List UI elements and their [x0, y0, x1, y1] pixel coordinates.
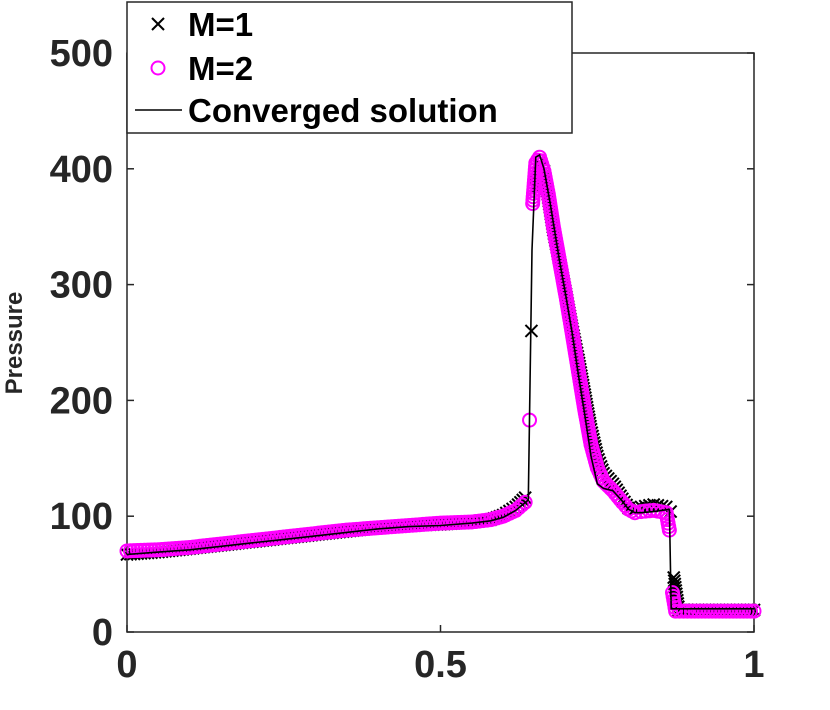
legend-label: M=2 — [188, 50, 253, 87]
converged-solution-line — [126, 153, 754, 610]
legend-box — [126, 1, 573, 134]
y-tick-label: 400 — [50, 149, 113, 191]
data-point — [675, 603, 691, 619]
y-tick-label: 100 — [50, 496, 113, 538]
y-tick-label: 300 — [50, 265, 113, 307]
legend-marker-swatch — [151, 17, 165, 31]
series-layer — [119, 149, 762, 619]
legend: M=1 M=2 Converged solution — [126, 1, 573, 134]
legend-item: M=1 — [151, 6, 253, 43]
data-point — [517, 494, 533, 510]
data-point — [514, 497, 530, 513]
legend-marker-swatch — [150, 60, 166, 76]
data-point — [746, 603, 762, 619]
legend-label: Converged solution — [188, 92, 498, 129]
axis-ticks: 0 0.5 1 0 100 200 300 400 500 — [50, 33, 765, 686]
legend-item: M=2 — [150, 50, 253, 87]
legend-label: M=1 — [188, 6, 253, 43]
series-converged-line — [126, 153, 754, 610]
legend-item: Converged solution — [135, 92, 498, 129]
x-tick-label: 1 — [743, 644, 764, 686]
data-point — [672, 603, 688, 619]
x-tick-label: 0 — [116, 644, 137, 686]
x-tick-label: 0.5 — [414, 644, 467, 686]
y-tick-label: 500 — [50, 33, 113, 75]
data-point — [668, 603, 684, 619]
y-tick-label: 200 — [50, 380, 113, 422]
data-point — [679, 603, 695, 619]
y-axis-label: Pressure — [1, 292, 28, 395]
y-tick-label: 0 — [92, 612, 113, 654]
